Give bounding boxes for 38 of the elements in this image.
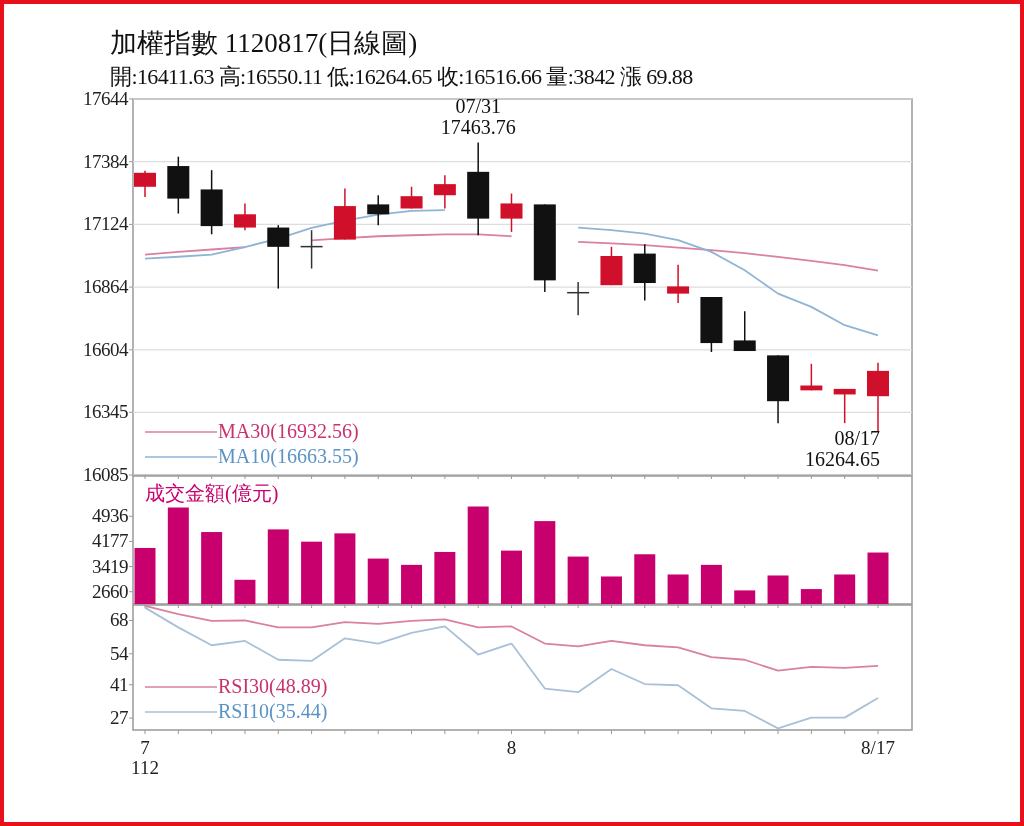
candlestick xyxy=(433,174,456,210)
y-tick-label: 2660 xyxy=(92,580,128,602)
x-tick-label: 7 112 xyxy=(131,737,159,778)
candlestick xyxy=(833,388,856,424)
y-tick-label: 68 xyxy=(110,609,128,631)
candlestick xyxy=(134,170,156,198)
candlestick xyxy=(233,202,256,231)
y-tick-label: 17124 xyxy=(83,213,129,235)
y-tick-label: 54 xyxy=(110,642,129,664)
line-series xyxy=(144,605,879,672)
annotation: 08/17 16264.65 xyxy=(805,427,880,470)
y-tick-label: 17644 xyxy=(83,88,129,109)
y-tick-label: 4936 xyxy=(92,505,128,527)
y-tick-label: 4177 xyxy=(92,530,128,552)
legend-label: RSI30(48.89) xyxy=(218,675,328,698)
y-axis-title: 成交金額(億元) xyxy=(145,482,279,505)
x-tick-label: 8 xyxy=(506,737,517,758)
candlestick xyxy=(667,263,690,304)
candlestick xyxy=(267,224,290,290)
legend-label: MA30(16932.56) xyxy=(218,420,359,443)
y-tick-label: 16604 xyxy=(83,338,129,360)
legend-label: MA10(16663.55) xyxy=(218,445,359,468)
y-tick-label: 27 xyxy=(110,707,128,729)
chart-subtitle: 開:16411.63 高:16550.11 低:16264.65 收:16516.66 量:3842 漲 69.88 xyxy=(110,64,694,89)
x-tick-label: 8/17 xyxy=(861,737,895,758)
y-tick-label: 17384 xyxy=(83,150,129,172)
legend-label: RSI10(35.44) xyxy=(218,700,328,723)
y-tick-label: 16864 xyxy=(83,276,129,298)
chart-title: 加權指數 1120817(日線圖) xyxy=(110,28,418,58)
candlestick xyxy=(367,194,390,226)
candlestick xyxy=(733,310,756,352)
line-series xyxy=(144,606,879,730)
annotation: 07/31 17463.76 xyxy=(440,95,516,139)
y-tick-label: 41 xyxy=(110,673,128,695)
candlestick xyxy=(500,192,523,233)
y-tick-label: 16085 xyxy=(83,464,128,485)
y-tick-label: 16345 xyxy=(83,401,128,423)
y-tick-label: 3419 xyxy=(92,555,128,577)
